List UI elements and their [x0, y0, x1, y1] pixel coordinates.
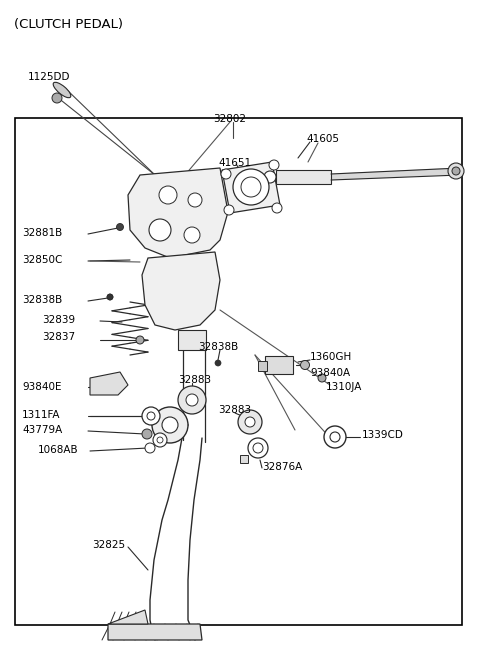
Polygon shape [128, 168, 228, 258]
Circle shape [136, 336, 144, 344]
Text: 32839: 32839 [42, 315, 75, 325]
Circle shape [153, 433, 167, 447]
Circle shape [117, 224, 123, 230]
Text: 32838B: 32838B [22, 295, 62, 305]
Circle shape [248, 438, 268, 458]
Text: 32825: 32825 [92, 540, 125, 550]
Text: 32802: 32802 [213, 114, 246, 124]
Text: 32881B: 32881B [22, 228, 62, 238]
Circle shape [145, 443, 155, 453]
Text: 41651: 41651 [218, 158, 251, 168]
Bar [15, 118, 462, 625]
Circle shape [253, 443, 263, 453]
Text: 93840A: 93840A [310, 368, 350, 378]
Text: 32837: 32837 [42, 332, 75, 342]
Circle shape [324, 426, 346, 448]
Text: 41605: 41605 [306, 134, 339, 144]
Circle shape [224, 205, 234, 215]
Circle shape [162, 417, 178, 433]
Text: 43779A: 43779A [22, 425, 62, 435]
Circle shape [147, 412, 155, 420]
Circle shape [318, 374, 326, 382]
Polygon shape [108, 610, 148, 624]
Bar [265, 356, 293, 374]
Circle shape [142, 429, 152, 439]
Circle shape [215, 360, 221, 366]
Bar [178, 330, 206, 350]
Circle shape [300, 361, 310, 369]
Circle shape [269, 160, 279, 170]
Circle shape [245, 417, 255, 427]
Circle shape [233, 169, 269, 205]
Polygon shape [222, 162, 280, 213]
Polygon shape [108, 624, 202, 640]
Text: (CLUTCH PEDAL): (CLUTCH PEDAL) [14, 18, 123, 31]
Circle shape [178, 386, 206, 414]
Circle shape [107, 294, 113, 300]
Text: 93840E: 93840E [22, 382, 61, 392]
Text: 32838B: 32838B [198, 342, 238, 352]
Circle shape [157, 437, 163, 443]
Text: 1311FA: 1311FA [22, 410, 60, 420]
Circle shape [330, 432, 340, 442]
Circle shape [107, 294, 113, 300]
Ellipse shape [53, 82, 71, 98]
Circle shape [142, 407, 160, 425]
Circle shape [186, 394, 198, 406]
Bar [240, 455, 248, 463]
Text: 32883: 32883 [178, 375, 211, 385]
Circle shape [272, 203, 282, 213]
Polygon shape [90, 372, 128, 395]
Circle shape [264, 171, 276, 183]
Text: 32876A: 32876A [262, 462, 302, 472]
Circle shape [241, 177, 261, 197]
Text: 1339CD: 1339CD [362, 430, 404, 440]
Text: 1360GH: 1360GH [310, 352, 352, 362]
Bar [258, 361, 267, 371]
Circle shape [238, 410, 262, 434]
Circle shape [159, 186, 177, 204]
Circle shape [221, 169, 231, 179]
Text: 1068AB: 1068AB [38, 445, 79, 455]
Bar [276, 170, 331, 184]
Circle shape [452, 167, 460, 175]
Polygon shape [258, 174, 276, 186]
Text: 1310JA: 1310JA [326, 382, 362, 392]
Circle shape [52, 93, 62, 103]
Text: 1125DD: 1125DD [28, 72, 71, 82]
Circle shape [188, 193, 202, 207]
Text: 32883: 32883 [218, 405, 251, 415]
Circle shape [149, 219, 171, 241]
Polygon shape [142, 252, 220, 330]
Text: 32850C: 32850C [22, 255, 62, 265]
Circle shape [184, 227, 200, 243]
Circle shape [152, 407, 188, 443]
Circle shape [448, 163, 464, 179]
